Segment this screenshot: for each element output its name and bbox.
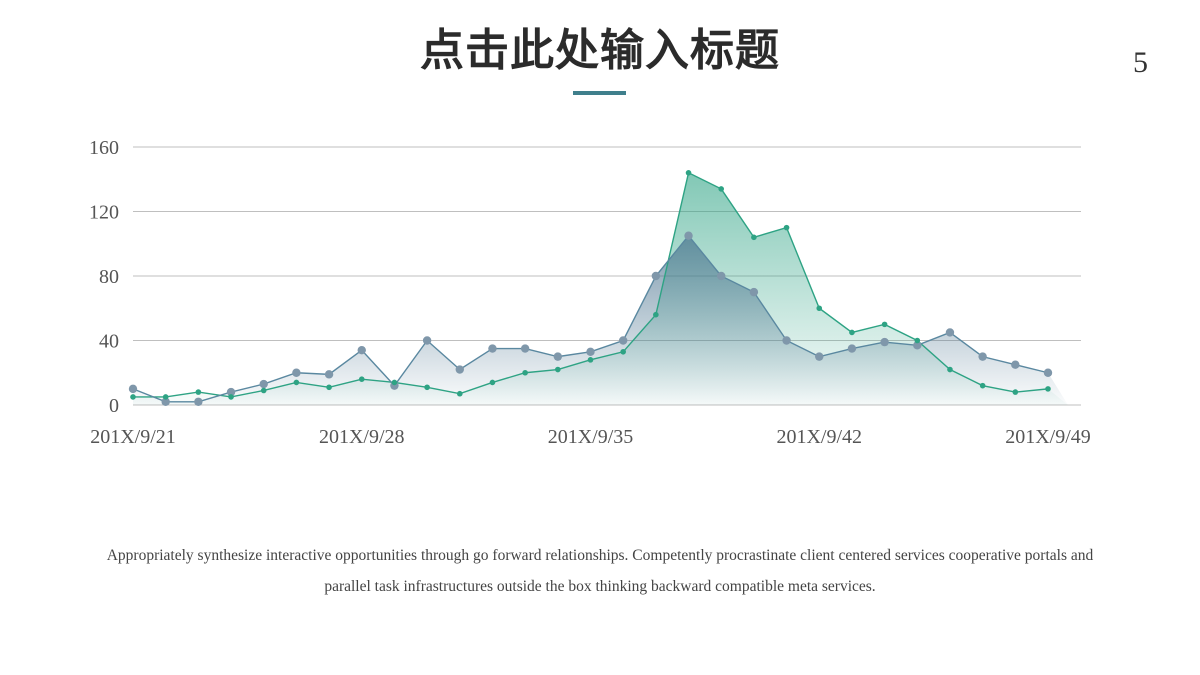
point-green (947, 366, 953, 373)
point-green (195, 389, 202, 395)
point-green (1045, 386, 1051, 392)
point-green (751, 234, 757, 241)
title-underline (573, 91, 626, 95)
point-blue (161, 397, 170, 406)
point-blue (488, 344, 497, 353)
series-points (128, 170, 1053, 406)
point-green (260, 387, 267, 394)
point-blue (717, 271, 726, 281)
point-blue (194, 397, 203, 406)
point-blue (324, 370, 334, 379)
point-green (620, 348, 626, 355)
point-green (522, 369, 528, 376)
point-blue (422, 336, 432, 345)
point-blue (357, 345, 366, 355)
point-blue (978, 352, 987, 361)
caption-text: Appropriately synthesize interactive opp… (106, 547, 1094, 595)
x-tick-label: 201X/9/21 (90, 426, 176, 448)
x-tick-label: 201X/9/49 (1005, 426, 1091, 448)
area-green (133, 172, 1068, 405)
point-blue (782, 336, 791, 345)
point-green (228, 394, 234, 400)
point-green (555, 366, 561, 373)
point-blue (1043, 368, 1053, 377)
point-green (914, 337, 921, 344)
point-green (489, 379, 496, 386)
point-green (849, 329, 855, 336)
point-blue (651, 271, 661, 281)
x-axis-ticks: 201X/9/21 201X/9/28 201X/9/35 201X/9/42 201X… (90, 426, 1091, 448)
point-blue (553, 352, 563, 361)
point-green (456, 390, 463, 397)
point-green (130, 394, 136, 400)
point-blue (618, 336, 628, 345)
point-blue (913, 341, 922, 350)
series-areas (133, 172, 1068, 405)
y-tick-label: 120 (89, 202, 119, 224)
point-blue (455, 365, 464, 374)
point-blue (749, 287, 759, 297)
point-blue (292, 368, 301, 377)
page-number: 5 (1133, 46, 1148, 79)
point-blue (847, 344, 857, 353)
point-green (783, 224, 790, 231)
point-green (162, 394, 169, 400)
x-tick-label: 201X/9/42 (776, 426, 862, 448)
area-blue (133, 235, 1068, 405)
slide-title: 点击此处输入标题 (420, 25, 780, 76)
point-green (326, 384, 332, 391)
y-tick-label: 80 (99, 266, 119, 288)
point-green (1012, 389, 1019, 395)
point-blue (520, 344, 530, 353)
point-green (358, 376, 365, 383)
point-green (653, 311, 659, 318)
point-green (881, 321, 888, 328)
point-green (979, 382, 986, 389)
point-blue (226, 387, 236, 397)
point-blue (586, 347, 595, 356)
point-blue (684, 231, 693, 240)
point-green (391, 379, 398, 386)
x-tick-label: 201X/9/35 (548, 426, 634, 448)
point-blue (880, 337, 889, 347)
y-axis-ticks: 0 40 80 120 160 (89, 137, 119, 417)
y-tick-label: 160 (89, 137, 119, 159)
point-green (816, 305, 823, 312)
point-blue (1011, 360, 1020, 369)
point-blue (259, 379, 268, 389)
point-blue (128, 384, 138, 394)
point-green (424, 384, 430, 391)
point-green (293, 379, 300, 386)
y-tick-label: 0 (109, 395, 119, 417)
point-green (587, 357, 594, 363)
point-blue (815, 352, 824, 361)
point-blue (945, 328, 955, 337)
point-green (685, 170, 692, 176)
point-green (718, 186, 725, 192)
x-tick-label: 201X/9/28 (319, 426, 405, 448)
y-tick-label: 40 (99, 331, 119, 353)
